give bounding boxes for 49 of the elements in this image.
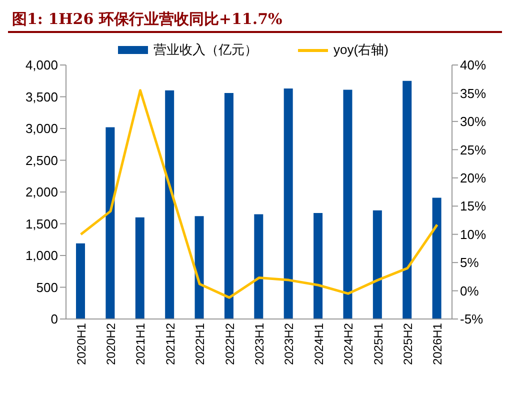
y2-tick-label: 20% <box>460 170 486 186</box>
y-tick-label: 1,500 <box>25 216 58 232</box>
bar <box>402 80 412 319</box>
y-tick-label: 2,000 <box>25 184 58 200</box>
y2-tick-label: 25% <box>460 142 486 158</box>
x-tick-label: 2020H2 <box>104 322 118 366</box>
x-tick-label: 2021H1 <box>134 322 148 366</box>
y-tick-label: 1,000 <box>25 248 58 264</box>
x-tick-label: 2026H1 <box>430 322 445 366</box>
x-tick-label: 2020H1 <box>74 322 88 366</box>
chart-title: 图1: 1H26 环保行业营收同比+11.7% <box>8 8 502 33</box>
bar <box>76 243 85 319</box>
x-tick-label: 2025H1 <box>371 322 386 366</box>
bar <box>314 212 323 319</box>
bar <box>106 127 115 319</box>
y2-tick-label: 30% <box>460 114 486 130</box>
bar <box>224 92 234 319</box>
legend-label: 营业收入（亿元） <box>154 41 258 59</box>
x-tick-label: 2024H2 <box>342 322 356 366</box>
x-tick-label: 2023H2 <box>282 322 296 366</box>
bar <box>194 216 204 319</box>
bar <box>284 88 293 319</box>
bar <box>432 198 442 319</box>
y2-tick-label: 0% <box>460 283 480 298</box>
x-tick-label: 2022H2 <box>222 322 237 366</box>
x-tick-label: 2024H1 <box>312 322 326 366</box>
y2-tick-label: 40% <box>460 58 486 73</box>
bar <box>254 214 264 319</box>
line-series <box>80 89 438 299</box>
y-tick-label: 3,000 <box>25 121 58 136</box>
bar <box>372 210 382 319</box>
x-tick-label: 2022H1 <box>193 322 208 366</box>
y-tick-label: 3,500 <box>25 89 58 104</box>
y2-tick-label: -5% <box>460 312 484 327</box>
x-tick-label: 2021H2 <box>163 322 178 366</box>
y-tick-label: 2,500 <box>25 152 58 168</box>
legend-label: yoy(右轴) <box>334 41 388 59</box>
x-tick-label: 2023H1 <box>252 322 267 366</box>
y2-tick-label: 5% <box>460 255 480 270</box>
y2-tick-label: 10% <box>460 226 486 242</box>
y-tick-label: 500 <box>36 280 58 295</box>
x-tick-label: 2025H2 <box>400 322 415 366</box>
bar <box>343 90 352 319</box>
y2-tick-label: 35% <box>460 86 486 101</box>
bar <box>165 90 174 319</box>
y2-tick-label: 15% <box>460 198 486 214</box>
y-tick-label: 0 <box>50 312 58 327</box>
bar <box>135 217 144 319</box>
y-tick-label: 4,000 <box>25 58 58 73</box>
